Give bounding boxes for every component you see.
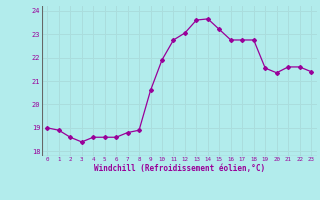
X-axis label: Windchill (Refroidissement éolien,°C): Windchill (Refroidissement éolien,°C) — [94, 164, 265, 173]
